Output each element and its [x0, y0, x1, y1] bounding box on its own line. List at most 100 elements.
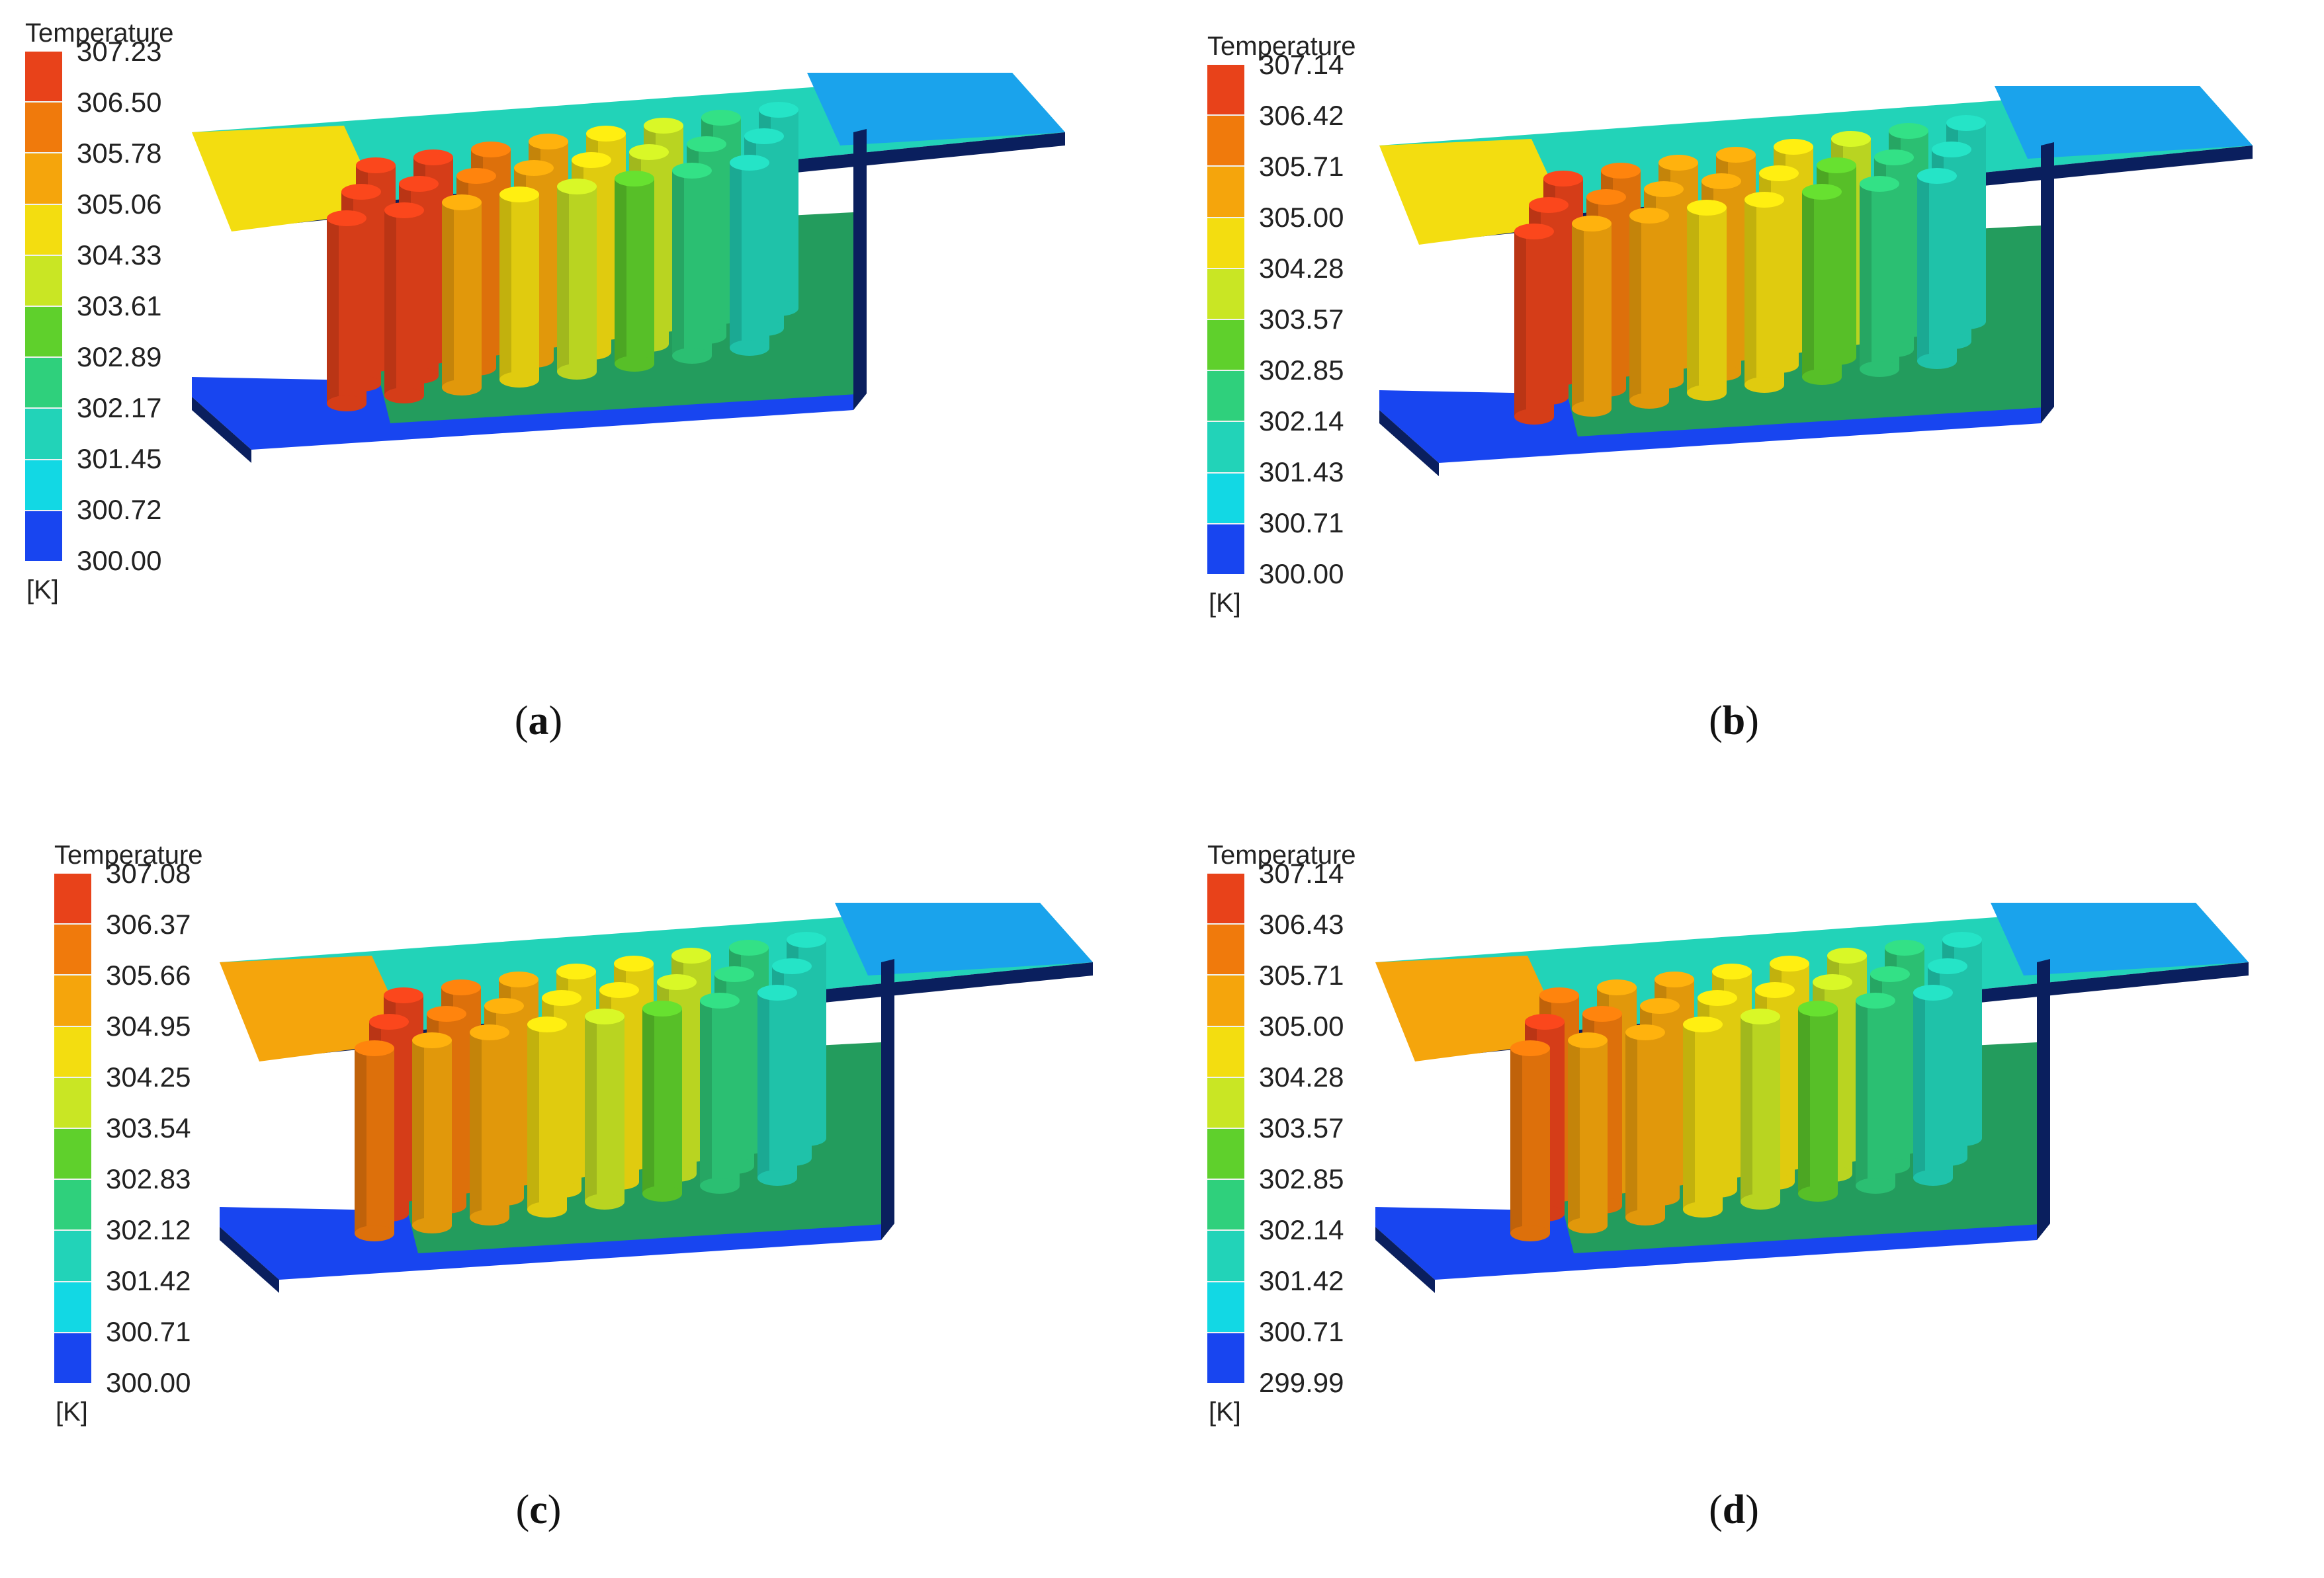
battery-cell-top — [787, 932, 826, 948]
battery-cell-base — [730, 340, 769, 356]
battery-cell-base — [642, 1186, 682, 1202]
battery-cell-top — [1874, 149, 1914, 165]
panel-c: Temperature 307.08 306.37 305.66 304.95 … — [0, 789, 1162, 1578]
colorbar-band — [1207, 976, 1244, 1027]
battery-pack-model — [1379, 86, 2253, 476]
legend-tick: 305.71 — [1259, 960, 1344, 991]
battery-cell-base — [1683, 1202, 1723, 1218]
battery-cell-top — [384, 202, 424, 218]
battery-cell-top — [614, 956, 654, 972]
legend-tick: 307.14 — [1259, 49, 1344, 80]
battery-cell-top — [1640, 998, 1680, 1014]
battery-cell-top — [1774, 139, 1813, 155]
legend-tick: 302.12 — [106, 1214, 191, 1245]
colorbar-band — [25, 358, 62, 409]
bottom-plate-edge — [192, 397, 251, 463]
battery-cell-top — [700, 993, 740, 1009]
colorbar-band — [54, 1231, 91, 1282]
battery-cell-top — [1755, 982, 1795, 998]
battery-cell-top — [456, 168, 496, 184]
panel-b: Temperature 307.14 306.42 305.71 305.00 … — [1162, 0, 2324, 789]
battery-cell-shadow — [327, 218, 339, 403]
battery-cell-top — [1601, 163, 1641, 179]
battery-cell-top — [1572, 216, 1612, 231]
legend-tick: 300.71 — [1259, 1316, 1344, 1347]
legend-tick: 304.28 — [1259, 1061, 1344, 1093]
colorbar — [25, 52, 62, 561]
battery-cell-top — [1885, 940, 1924, 956]
colorbar-band — [54, 1026, 91, 1078]
bottom-plate-edge — [1375, 1227, 1435, 1293]
legend-unit: [K] — [1209, 589, 1241, 618]
battery-cell-top — [1831, 131, 1871, 147]
legend-tick: 302.89 — [77, 341, 162, 372]
battery-cell-top — [729, 940, 769, 956]
colorbar-band — [54, 1282, 91, 1333]
battery-cell-top — [1942, 932, 1982, 948]
battery-cell-top — [427, 1006, 466, 1022]
battery-cell-base — [1744, 377, 1784, 393]
battery-cell-base — [1917, 353, 1957, 369]
battery-cell-shadow — [1510, 1048, 1522, 1233]
colorbar-band — [25, 460, 62, 511]
battery-cell-base — [1798, 1186, 1838, 1202]
battery-cell-base — [672, 348, 712, 364]
battery-cell-top — [1712, 964, 1752, 979]
battery-cell-base — [470, 1210, 509, 1225]
panel-a: Temperature 307.23 306.50 305.78 305.06 … — [0, 0, 1162, 789]
colorbar-band — [1207, 925, 1244, 976]
battery-cell-base — [527, 1202, 567, 1218]
battery-cell-shadow — [470, 1032, 482, 1218]
battery-cell-top — [527, 1017, 567, 1032]
battery-cell-top — [399, 176, 439, 192]
battery-cell-top — [1856, 993, 1895, 1009]
inlet-region — [1379, 139, 1571, 245]
battery-cell-top — [1597, 979, 1637, 995]
side-wall — [881, 959, 894, 1240]
colorbar-band — [54, 1180, 91, 1231]
legend-tick: 305.78 — [77, 138, 162, 169]
legend-tick: 304.28 — [1259, 253, 1344, 284]
colorbar-band — [1207, 167, 1244, 218]
battery-cell-base — [1572, 401, 1612, 417]
legend-tick: 305.66 — [106, 960, 191, 991]
battery-cell-base — [1856, 1178, 1895, 1194]
battery-cell-base — [557, 364, 597, 380]
colorbar-band — [54, 1077, 91, 1130]
legend-tick: 305.00 — [1259, 1011, 1344, 1042]
battery-cell-shadow — [1568, 1040, 1580, 1225]
battery-cell-top — [615, 171, 654, 187]
battery-cell-base — [1629, 393, 1669, 409]
panel-caption: (d) — [1709, 1487, 1759, 1532]
battery-cell-top — [757, 985, 797, 1001]
battery-cell-shadow — [527, 1024, 539, 1210]
battery-cell-top — [744, 128, 784, 144]
legend-tick: 304.33 — [77, 239, 162, 270]
battery-cell-top — [1698, 990, 1737, 1006]
battery-cell-top — [514, 160, 554, 176]
battery-cell-top — [1932, 142, 1971, 157]
colorbar-band — [1207, 269, 1244, 321]
battery-cell-top — [1744, 192, 1784, 208]
side-wall — [2037, 959, 2050, 1240]
battery-cell-shadow — [1802, 192, 1814, 377]
battery-cell-top — [1759, 165, 1799, 181]
battery-cell-top — [1813, 974, 1852, 990]
battery-cell-base — [700, 1178, 740, 1194]
colorbar-band — [1207, 874, 1244, 925]
panel-caption: (b) — [1709, 698, 1759, 743]
battery-cell-top — [1798, 1001, 1838, 1017]
colorbar-band — [1207, 65, 1244, 116]
battery-cell-top — [1582, 1006, 1622, 1022]
colorbar-band — [25, 255, 62, 308]
colorbar-band — [25, 52, 62, 103]
battery-cell-top — [1629, 208, 1669, 224]
battery-cell-top — [687, 136, 726, 152]
battery-cell-top — [599, 982, 639, 998]
outlet-region — [1995, 86, 2253, 159]
battery-cell-top — [442, 194, 482, 210]
panel-caption: (c) — [515, 1487, 562, 1532]
battery-cell-top — [413, 149, 453, 165]
battery-cell-shadow — [1629, 216, 1641, 401]
colorbar — [54, 874, 91, 1384]
